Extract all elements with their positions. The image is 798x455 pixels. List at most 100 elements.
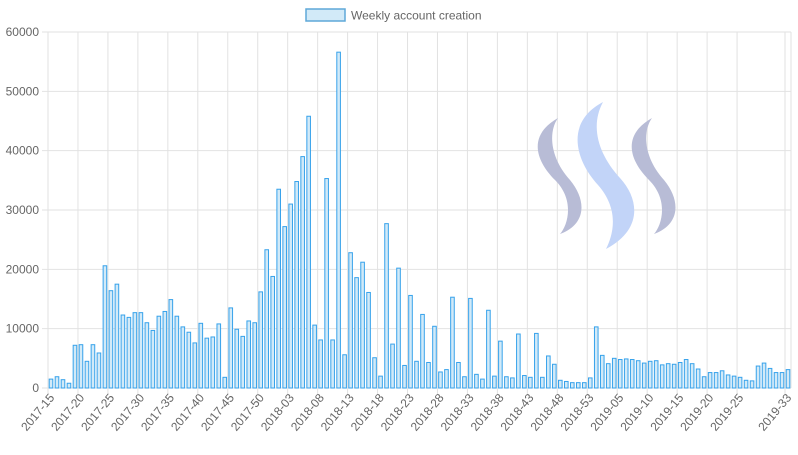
bar[interactable] — [318, 339, 323, 389]
bar[interactable] — [677, 361, 683, 389]
bar[interactable] — [617, 359, 623, 389]
bar[interactable] — [749, 380, 755, 389]
bar[interactable] — [671, 363, 677, 389]
bar[interactable] — [462, 376, 467, 389]
bar[interactable] — [396, 267, 401, 389]
bar[interactable] — [540, 376, 545, 389]
bar[interactable] — [701, 376, 707, 389]
bar[interactable] — [150, 329, 156, 389]
bar[interactable] — [336, 51, 341, 389]
bar[interactable] — [593, 326, 599, 389]
bar[interactable] — [264, 249, 270, 389]
bar[interactable] — [444, 369, 449, 389]
bar[interactable] — [210, 336, 216, 389]
bar[interactable] — [138, 312, 144, 389]
bar[interactable] — [96, 352, 102, 389]
bar[interactable] — [384, 223, 389, 389]
bar[interactable] — [665, 363, 671, 389]
bar[interactable] — [575, 382, 581, 389]
bar[interactable] — [132, 312, 138, 389]
bar[interactable] — [510, 377, 515, 389]
bar[interactable] — [306, 115, 311, 389]
bar[interactable] — [390, 343, 395, 389]
bar[interactable] — [228, 307, 234, 389]
bar[interactable] — [186, 331, 192, 389]
bar[interactable] — [174, 315, 180, 389]
bar[interactable] — [474, 373, 479, 389]
bar[interactable] — [635, 360, 641, 389]
legend-label[interactable]: Weekly account creation — [351, 9, 482, 23]
bar[interactable] — [587, 377, 593, 389]
bar[interactable] — [743, 379, 749, 389]
bar[interactable] — [767, 367, 773, 389]
bar[interactable] — [581, 382, 587, 389]
bar[interactable] — [102, 265, 108, 389]
bar[interactable] — [168, 299, 174, 389]
bar[interactable] — [432, 325, 437, 389]
bar[interactable] — [528, 376, 533, 389]
bar[interactable] — [420, 313, 425, 389]
bar[interactable] — [108, 290, 114, 389]
bar[interactable] — [72, 344, 78, 389]
bar[interactable] — [719, 370, 725, 389]
bar[interactable] — [623, 358, 629, 389]
bar[interactable] — [414, 360, 419, 389]
bar[interactable] — [641, 362, 647, 389]
bar[interactable] — [713, 372, 719, 389]
bar[interactable] — [564, 380, 569, 389]
bar[interactable] — [300, 156, 305, 389]
bar[interactable] — [546, 355, 551, 389]
bar[interactable] — [707, 372, 713, 389]
bar[interactable] — [354, 277, 359, 389]
bar[interactable] — [516, 333, 521, 389]
bar[interactable] — [372, 357, 377, 389]
bar[interactable] — [276, 188, 281, 389]
bar[interactable] — [330, 339, 335, 389]
bar[interactable] — [204, 337, 210, 389]
bar[interactable] — [492, 375, 497, 389]
bar[interactable] — [647, 360, 653, 389]
bar[interactable] — [144, 322, 150, 389]
bar[interactable] — [156, 315, 162, 389]
bar[interactable] — [659, 364, 665, 389]
bar[interactable] — [683, 359, 689, 389]
bar[interactable] — [54, 376, 60, 389]
bar[interactable] — [629, 359, 635, 389]
bar[interactable] — [180, 326, 186, 389]
bar[interactable] — [120, 314, 126, 389]
bar[interactable] — [294, 181, 299, 389]
bar[interactable] — [282, 226, 287, 389]
bar[interactable] — [126, 316, 132, 389]
legend[interactable]: Weekly account creation — [305, 8, 482, 23]
bar[interactable] — [558, 379, 563, 389]
bar[interactable] — [450, 296, 455, 389]
bar[interactable] — [534, 332, 539, 389]
bar[interactable] — [695, 368, 701, 389]
bar[interactable] — [773, 372, 779, 389]
bar[interactable] — [570, 382, 575, 389]
bar[interactable] — [737, 376, 743, 389]
bar[interactable] — [162, 310, 168, 389]
bar[interactable] — [84, 360, 90, 389]
bar[interactable] — [312, 324, 317, 389]
bar[interactable] — [605, 363, 611, 389]
bar[interactable] — [498, 340, 503, 389]
bar[interactable] — [468, 297, 473, 389]
bar[interactable] — [522, 375, 527, 389]
bar[interactable] — [222, 376, 228, 389]
bar[interactable] — [246, 320, 252, 389]
bar[interactable] — [90, 344, 96, 389]
bar[interactable] — [426, 361, 431, 389]
bar[interactable] — [48, 378, 54, 389]
bar[interactable] — [192, 342, 198, 389]
bar[interactable] — [779, 372, 785, 389]
bar[interactable] — [270, 275, 275, 389]
bar[interactable] — [653, 360, 659, 389]
bar[interactable] — [438, 371, 443, 389]
bar[interactable] — [60, 379, 66, 389]
bar[interactable] — [324, 178, 329, 389]
bar[interactable] — [78, 344, 84, 389]
bar[interactable] — [288, 203, 293, 389]
bar[interactable] — [234, 328, 240, 389]
bar[interactable] — [611, 357, 617, 389]
